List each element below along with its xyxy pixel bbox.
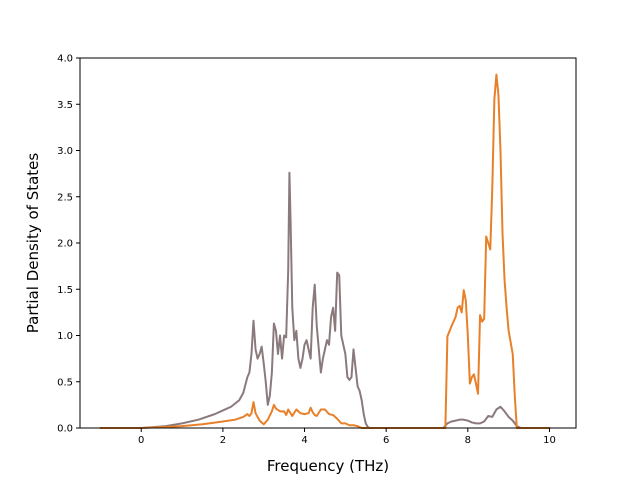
y-tick-label: 3.5 xyxy=(57,100,73,111)
y-tick-label: 1.0 xyxy=(57,331,73,342)
x-tick-label: 6 xyxy=(383,435,389,446)
y-tick-label: 2.5 xyxy=(57,192,73,203)
y-tick-label: 4.0 xyxy=(57,54,73,65)
x-tick-label: 4 xyxy=(301,435,307,446)
x-tick-label: 10 xyxy=(543,435,556,446)
y-axis-ticks: 0.0 0.5 1.0 1.5 2.0 2.5 3.0 3.5 4.0 xyxy=(57,54,80,435)
x-tick-label: 2 xyxy=(220,435,226,446)
y-tick-label: 3.0 xyxy=(57,146,73,157)
plot-area xyxy=(80,58,576,428)
plot-frame xyxy=(79,57,577,429)
series-line-2 xyxy=(99,73,551,429)
y-tick-label: 2.0 xyxy=(57,239,73,250)
x-axis-title: Frequency (THz) xyxy=(267,457,389,475)
series-layer xyxy=(99,73,551,429)
x-tick-label: 8 xyxy=(465,435,471,446)
x-tick-label: 0 xyxy=(138,435,144,446)
y-tick-label: 0.0 xyxy=(57,424,73,435)
y-axis-title: Partial Density of States xyxy=(24,153,42,334)
y-tick-label: 0.5 xyxy=(57,377,73,388)
x-axis-ticks: 0 2 4 6 8 10 xyxy=(138,428,556,446)
series-line-1 xyxy=(99,171,551,429)
y-tick-label: 1.5 xyxy=(57,285,73,296)
